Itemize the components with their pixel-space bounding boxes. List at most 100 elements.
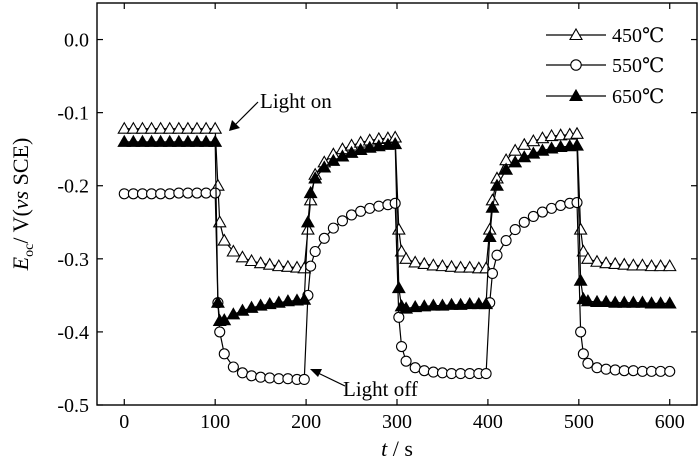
- data-point: [153, 134, 168, 147]
- data-point: [462, 260, 477, 273]
- data-point: [570, 138, 584, 151]
- data-point: [190, 121, 204, 134]
- data-point: [617, 295, 632, 308]
- data-point: [362, 140, 377, 153]
- data-point: [135, 121, 150, 134]
- data-point: [135, 134, 150, 147]
- arrowhead-light-on: [229, 120, 240, 131]
- data-point: [327, 222, 339, 234]
- data-point: [162, 134, 177, 147]
- data-point: [164, 188, 176, 200]
- data-point: [527, 210, 539, 222]
- data-point: [517, 150, 532, 163]
- data-point: [273, 373, 285, 385]
- annotation-light-on: Light on: [229, 89, 332, 131]
- data-point: [444, 259, 459, 272]
- x-tick-label: 300: [382, 411, 412, 433]
- data-point: [200, 187, 212, 199]
- data-point: [590, 254, 604, 267]
- data-point: [486, 267, 499, 279]
- data-point: [427, 366, 439, 378]
- data-point: [144, 121, 159, 134]
- data-point: [145, 188, 158, 200]
- data-point: [118, 188, 130, 200]
- annotation-light-off: Light off: [310, 369, 418, 401]
- data-point: [453, 297, 468, 310]
- data-point: [480, 368, 492, 380]
- data-point: [180, 134, 195, 147]
- data-point: [517, 137, 532, 150]
- data-point: [335, 149, 350, 162]
- data-point: [453, 260, 468, 273]
- data-point: [644, 259, 659, 272]
- data-point: [462, 297, 477, 310]
- data-point: [209, 187, 221, 199]
- data-point: [580, 294, 595, 307]
- data-point: [217, 313, 232, 326]
- data-point: [664, 365, 676, 377]
- data-point: [500, 234, 512, 247]
- data-point: [199, 121, 214, 134]
- data-point: [655, 365, 667, 377]
- data-point: [545, 202, 558, 214]
- data-point: [609, 364, 621, 376]
- data-point: [253, 256, 268, 269]
- data-point: [208, 121, 223, 134]
- data-point: [553, 128, 568, 141]
- data-point: [255, 371, 267, 383]
- data-point: [636, 365, 649, 377]
- data-point: [214, 326, 226, 338]
- legend-marker-open-circle: [570, 59, 582, 71]
- data-point: [388, 136, 403, 150]
- data-point: [553, 139, 568, 153]
- data-point: [508, 143, 523, 156]
- data-point: [600, 363, 612, 375]
- data-point: [399, 301, 414, 314]
- data-point: [244, 253, 259, 267]
- data-point: [544, 128, 559, 142]
- legend: 450℃ 550℃ 650℃: [546, 25, 664, 108]
- data-point: [635, 258, 650, 271]
- data-point: [536, 206, 549, 218]
- data-point: [126, 121, 141, 134]
- data-point: [262, 257, 277, 270]
- data-point: [653, 259, 668, 272]
- data-point: [355, 205, 367, 217]
- x-tick-label: 600: [655, 411, 685, 433]
- data-point: [399, 251, 414, 264]
- data-point: [409, 362, 421, 374]
- data-point: [571, 196, 583, 209]
- data-point: [570, 126, 584, 139]
- data-point: [144, 134, 159, 147]
- data-point: [662, 259, 677, 272]
- data-point: [280, 259, 295, 272]
- data-point: [573, 273, 588, 286]
- x-axis-label: t / s: [381, 436, 413, 461]
- data-point: [499, 162, 514, 175]
- data-point: [236, 367, 249, 379]
- legend-marker-filled-triangle: [569, 88, 583, 102]
- data-point: [618, 365, 630, 377]
- data-point: [298, 373, 310, 385]
- data-point: [608, 295, 623, 308]
- data-point: [297, 292, 312, 305]
- data-point: [577, 348, 589, 360]
- data-point: [394, 244, 409, 257]
- data-point: [485, 200, 500, 213]
- y-tick-label: -0.5: [57, 395, 89, 417]
- data-point: [199, 134, 214, 147]
- data-point: [490, 178, 504, 191]
- data-point: [417, 256, 432, 269]
- x-tick-label: 0: [119, 411, 129, 433]
- data-point: [126, 134, 141, 147]
- data-point: [318, 232, 330, 244]
- data-point: [280, 294, 295, 307]
- data-point: [644, 296, 659, 309]
- data-point: [171, 121, 186, 134]
- data-point: [190, 134, 204, 147]
- data-point: [235, 250, 250, 263]
- data-point: [455, 368, 467, 380]
- data-point: [182, 187, 194, 199]
- data-point: [271, 295, 286, 308]
- y-tick-label: -0.3: [57, 249, 89, 271]
